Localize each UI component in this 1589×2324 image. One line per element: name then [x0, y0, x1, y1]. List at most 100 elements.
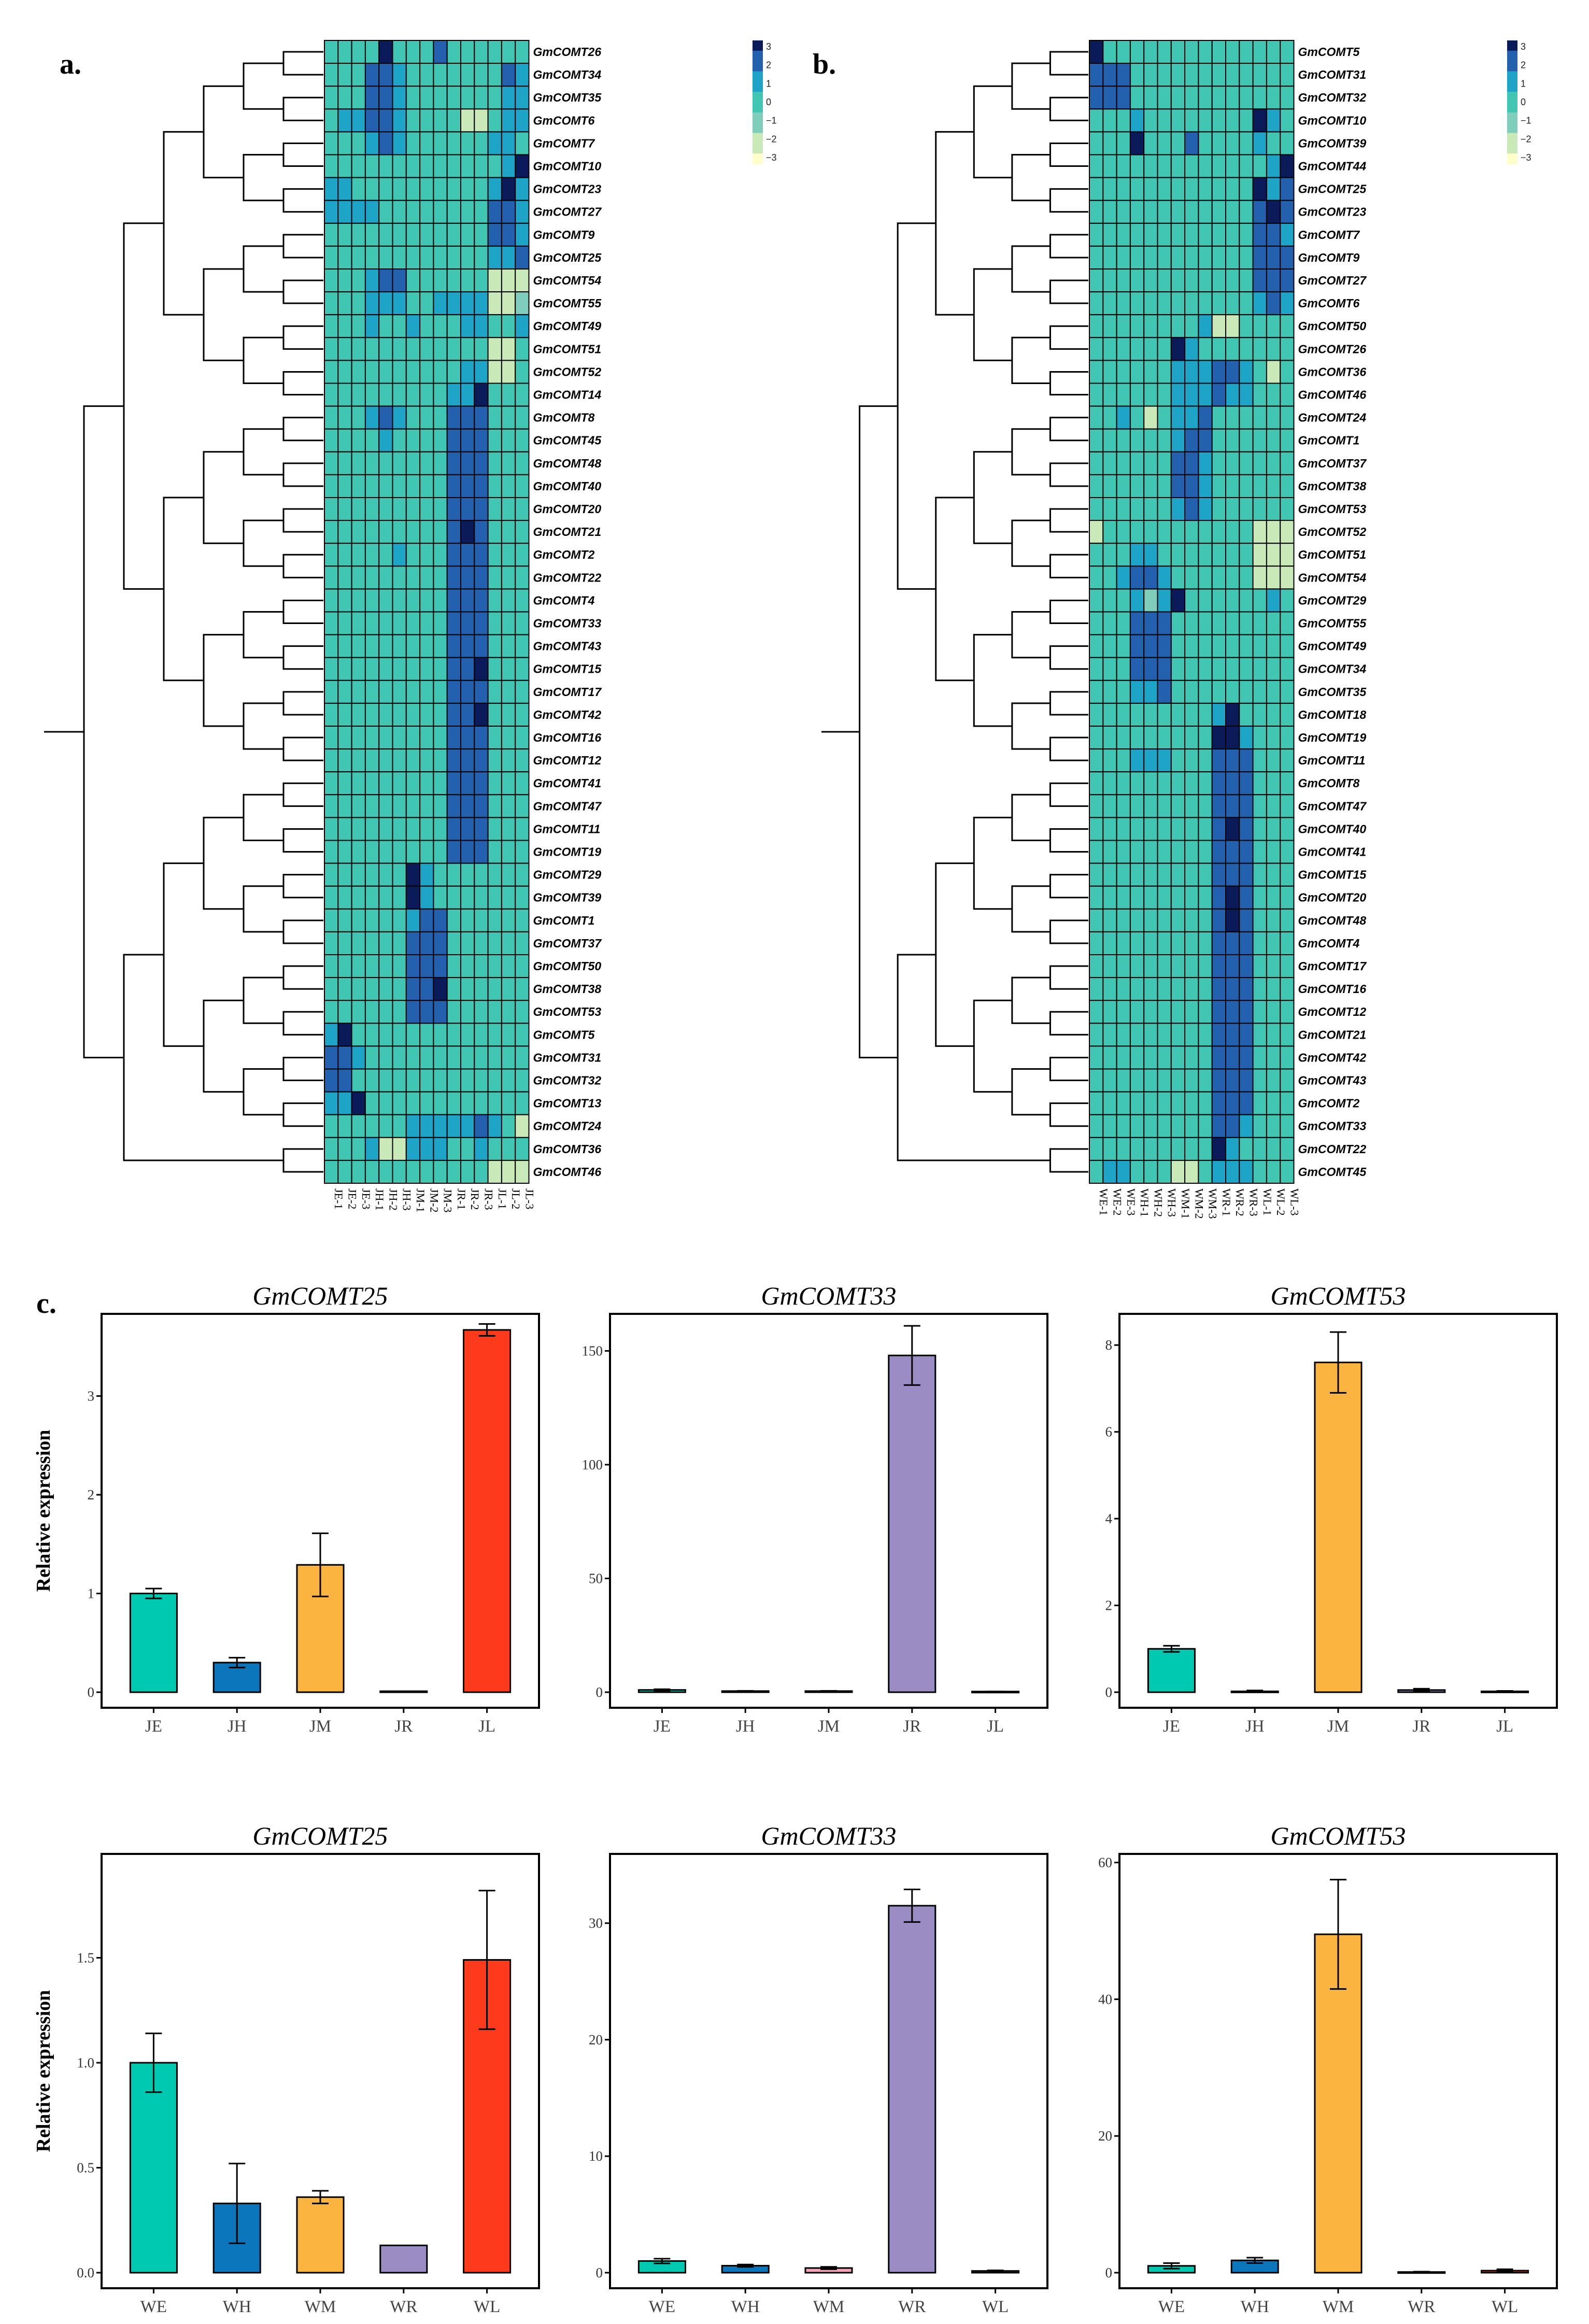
heatmap-cell — [1102, 817, 1117, 841]
heatmap-cell — [337, 86, 352, 110]
heatmap-cell — [1225, 131, 1240, 155]
heatmap-cell — [446, 1000, 462, 1024]
heatmap-cell — [1266, 314, 1281, 338]
heatmap-cell — [1102, 1091, 1117, 1115]
heatmap-cell — [460, 382, 475, 407]
heatmap-cell — [433, 794, 448, 818]
heatmap-cell — [474, 474, 489, 499]
heatmap-cell — [1184, 1114, 1199, 1138]
heatmap-cell — [405, 474, 421, 499]
heatmap-cell — [1252, 1068, 1267, 1093]
heatmap-cell — [1184, 794, 1199, 818]
heatmap-cell — [1089, 634, 1104, 658]
heatmap-cell — [1198, 474, 1213, 499]
dendrogram-branch — [243, 154, 283, 202]
heatmap-cell — [1252, 840, 1267, 864]
heatmap-cell — [433, 611, 448, 635]
column-label: JM-1 — [414, 1188, 427, 1212]
heatmap-cell — [1102, 543, 1117, 567]
heatmap-cell — [433, 63, 448, 87]
x-tick-label: JH — [228, 1717, 247, 1736]
heatmap-cell — [474, 840, 489, 864]
column-label: WH-3 — [1166, 1188, 1179, 1217]
heatmap-cell — [1157, 474, 1172, 499]
heatmap-cell — [324, 702, 339, 727]
heatmap-cell — [1266, 726, 1281, 750]
heatmap-cell — [501, 702, 516, 727]
legend-tick: −3 — [1521, 152, 1531, 163]
row-label: GmCOMT37 — [1298, 457, 1367, 470]
heatmap-cell — [419, 405, 434, 430]
heatmap-cell — [501, 977, 516, 1001]
heatmap-cell — [487, 771, 502, 796]
heatmap-cell — [460, 1091, 475, 1115]
heatmap-cell — [405, 1137, 421, 1161]
heatmap-cell — [1239, 748, 1254, 773]
heatmap-cell — [1089, 885, 1104, 910]
heatmap-cell — [392, 154, 407, 178]
heatmap-cell — [392, 840, 407, 864]
heatmap-cell — [1102, 154, 1117, 178]
heatmap-cell — [1184, 634, 1199, 658]
heatmap-cell — [351, 268, 366, 293]
heatmap-cell — [460, 908, 475, 932]
heatmap-cell — [1129, 268, 1145, 293]
heatmap-cell — [515, 1114, 530, 1138]
heatmap-cell — [1157, 1091, 1172, 1115]
heatmap-cell — [474, 86, 489, 110]
dendrogram-branch — [282, 1102, 323, 1127]
heatmap-cell — [487, 497, 502, 521]
heatmap-cell — [392, 908, 407, 932]
heatmap-cell — [419, 862, 434, 887]
row-label: GmCOMT41 — [533, 776, 602, 790]
legend-swatch — [1507, 66, 1517, 72]
heatmap-cell — [1143, 817, 1158, 841]
heatmap-cell — [351, 977, 366, 1001]
legend-tick: 0 — [766, 97, 771, 107]
heatmap-cell — [378, 451, 393, 475]
heatmap-cell — [1252, 885, 1267, 910]
heatmap-cell — [1225, 794, 1240, 818]
heatmap-cell — [392, 862, 407, 887]
heatmap-cell — [1225, 222, 1240, 247]
legend-tick: 3 — [766, 41, 771, 52]
heatmap-cell — [1239, 86, 1254, 110]
heatmap-cell — [1116, 154, 1131, 178]
heatmap-cell — [378, 726, 393, 750]
heatmap-cell — [1239, 63, 1254, 87]
heatmap-cell — [324, 748, 339, 773]
chart-title: GmCOMT53 — [1270, 1281, 1406, 1310]
heatmap-cell — [1266, 497, 1281, 521]
heatmap-cell — [1157, 771, 1172, 796]
heatmap-cell — [446, 1045, 462, 1070]
legend-tick: −3 — [766, 152, 777, 163]
heatmap-cell — [474, 588, 489, 613]
legend-swatch — [1507, 153, 1517, 159]
heatmap-cell — [1239, 1045, 1254, 1070]
row-label: GmCOMT20 — [1298, 891, 1367, 904]
heatmap-cell — [1239, 679, 1254, 704]
heatmap-cell — [1129, 131, 1145, 155]
heatmap-cell — [351, 794, 366, 818]
heatmap-cell — [378, 314, 393, 338]
heatmap-cell — [433, 520, 448, 544]
heatmap-cell — [1266, 268, 1281, 293]
heatmap-cell — [501, 954, 516, 979]
heatmap-cell — [515, 451, 530, 475]
heatmap-cell — [1266, 1091, 1281, 1115]
heatmap-cell — [433, 497, 448, 521]
heatmap-cell — [1198, 1068, 1213, 1093]
heatmap-cell — [337, 40, 352, 64]
heatmap-cell — [1198, 748, 1213, 773]
row-label: GmCOMT35 — [533, 91, 602, 104]
heatmap-cell — [1089, 1000, 1104, 1024]
heatmap-cell — [1184, 177, 1199, 201]
heatmap-cell — [1102, 1000, 1117, 1024]
dendrogram-branch — [1011, 1068, 1051, 1116]
heatmap-cell — [487, 520, 502, 544]
heatmap-cell — [515, 86, 530, 110]
dendrogram-branch — [282, 965, 323, 990]
heatmap-cell — [1280, 885, 1295, 910]
dendrogram-branch — [1049, 462, 1088, 487]
chart-title: GmCOMT25 — [252, 1281, 388, 1310]
